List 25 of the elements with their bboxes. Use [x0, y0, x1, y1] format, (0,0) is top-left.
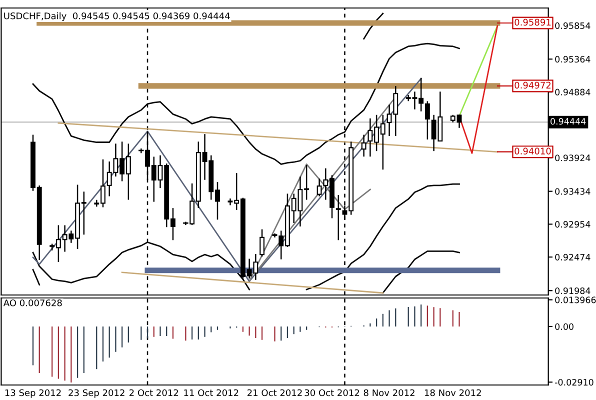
y-tick-label: 0.94884: [555, 88, 590, 96]
y-tick-label: 0.93924: [555, 154, 590, 162]
y-tick-label: 0.013966: [555, 296, 596, 304]
y-tick-label: 0.93434: [555, 188, 590, 195]
y-tick-label: 0.91984: [555, 287, 590, 294]
x-tick-label: 18 Nov 2012: [424, 389, 481, 396]
y-tick-label: 0.92954: [555, 221, 590, 228]
annotation: 0.94010: [514, 148, 551, 154]
x-tick-label: 13 Sep 2012: [5, 389, 61, 398]
x-tick-label: 8 Nov 2012: [364, 389, 414, 396]
ref-line-label: 0.94444: [550, 118, 586, 125]
chart-title: AO 0.007628: [3, 299, 62, 306]
x-tick-label: 30 Oct 2012: [304, 389, 360, 396]
y-tick-label: 0.92474: [555, 254, 590, 260]
annotation: 0.94972: [514, 82, 551, 89]
x-tick-label: 21 Oct 2012: [248, 389, 302, 396]
y-tick-label: 0.00: [555, 323, 574, 330]
annotation: 0.95891: [514, 18, 551, 26]
x-tick-label: 23 Sep 2012: [68, 389, 124, 398]
y-tick-label: 0.95854: [555, 22, 590, 29]
y-tick-label: -0.02910: [555, 378, 594, 386]
y-tick-label: 0.95364: [555, 56, 590, 63]
chart-title: USDCHF,Daily 0.94545 0.94545 0.94369 0.94444: [4, 12, 230, 22]
x-tick-label: 2 Oct 2012: [130, 389, 178, 396]
x-tick-label: 11 Oct 2012: [184, 389, 238, 396]
